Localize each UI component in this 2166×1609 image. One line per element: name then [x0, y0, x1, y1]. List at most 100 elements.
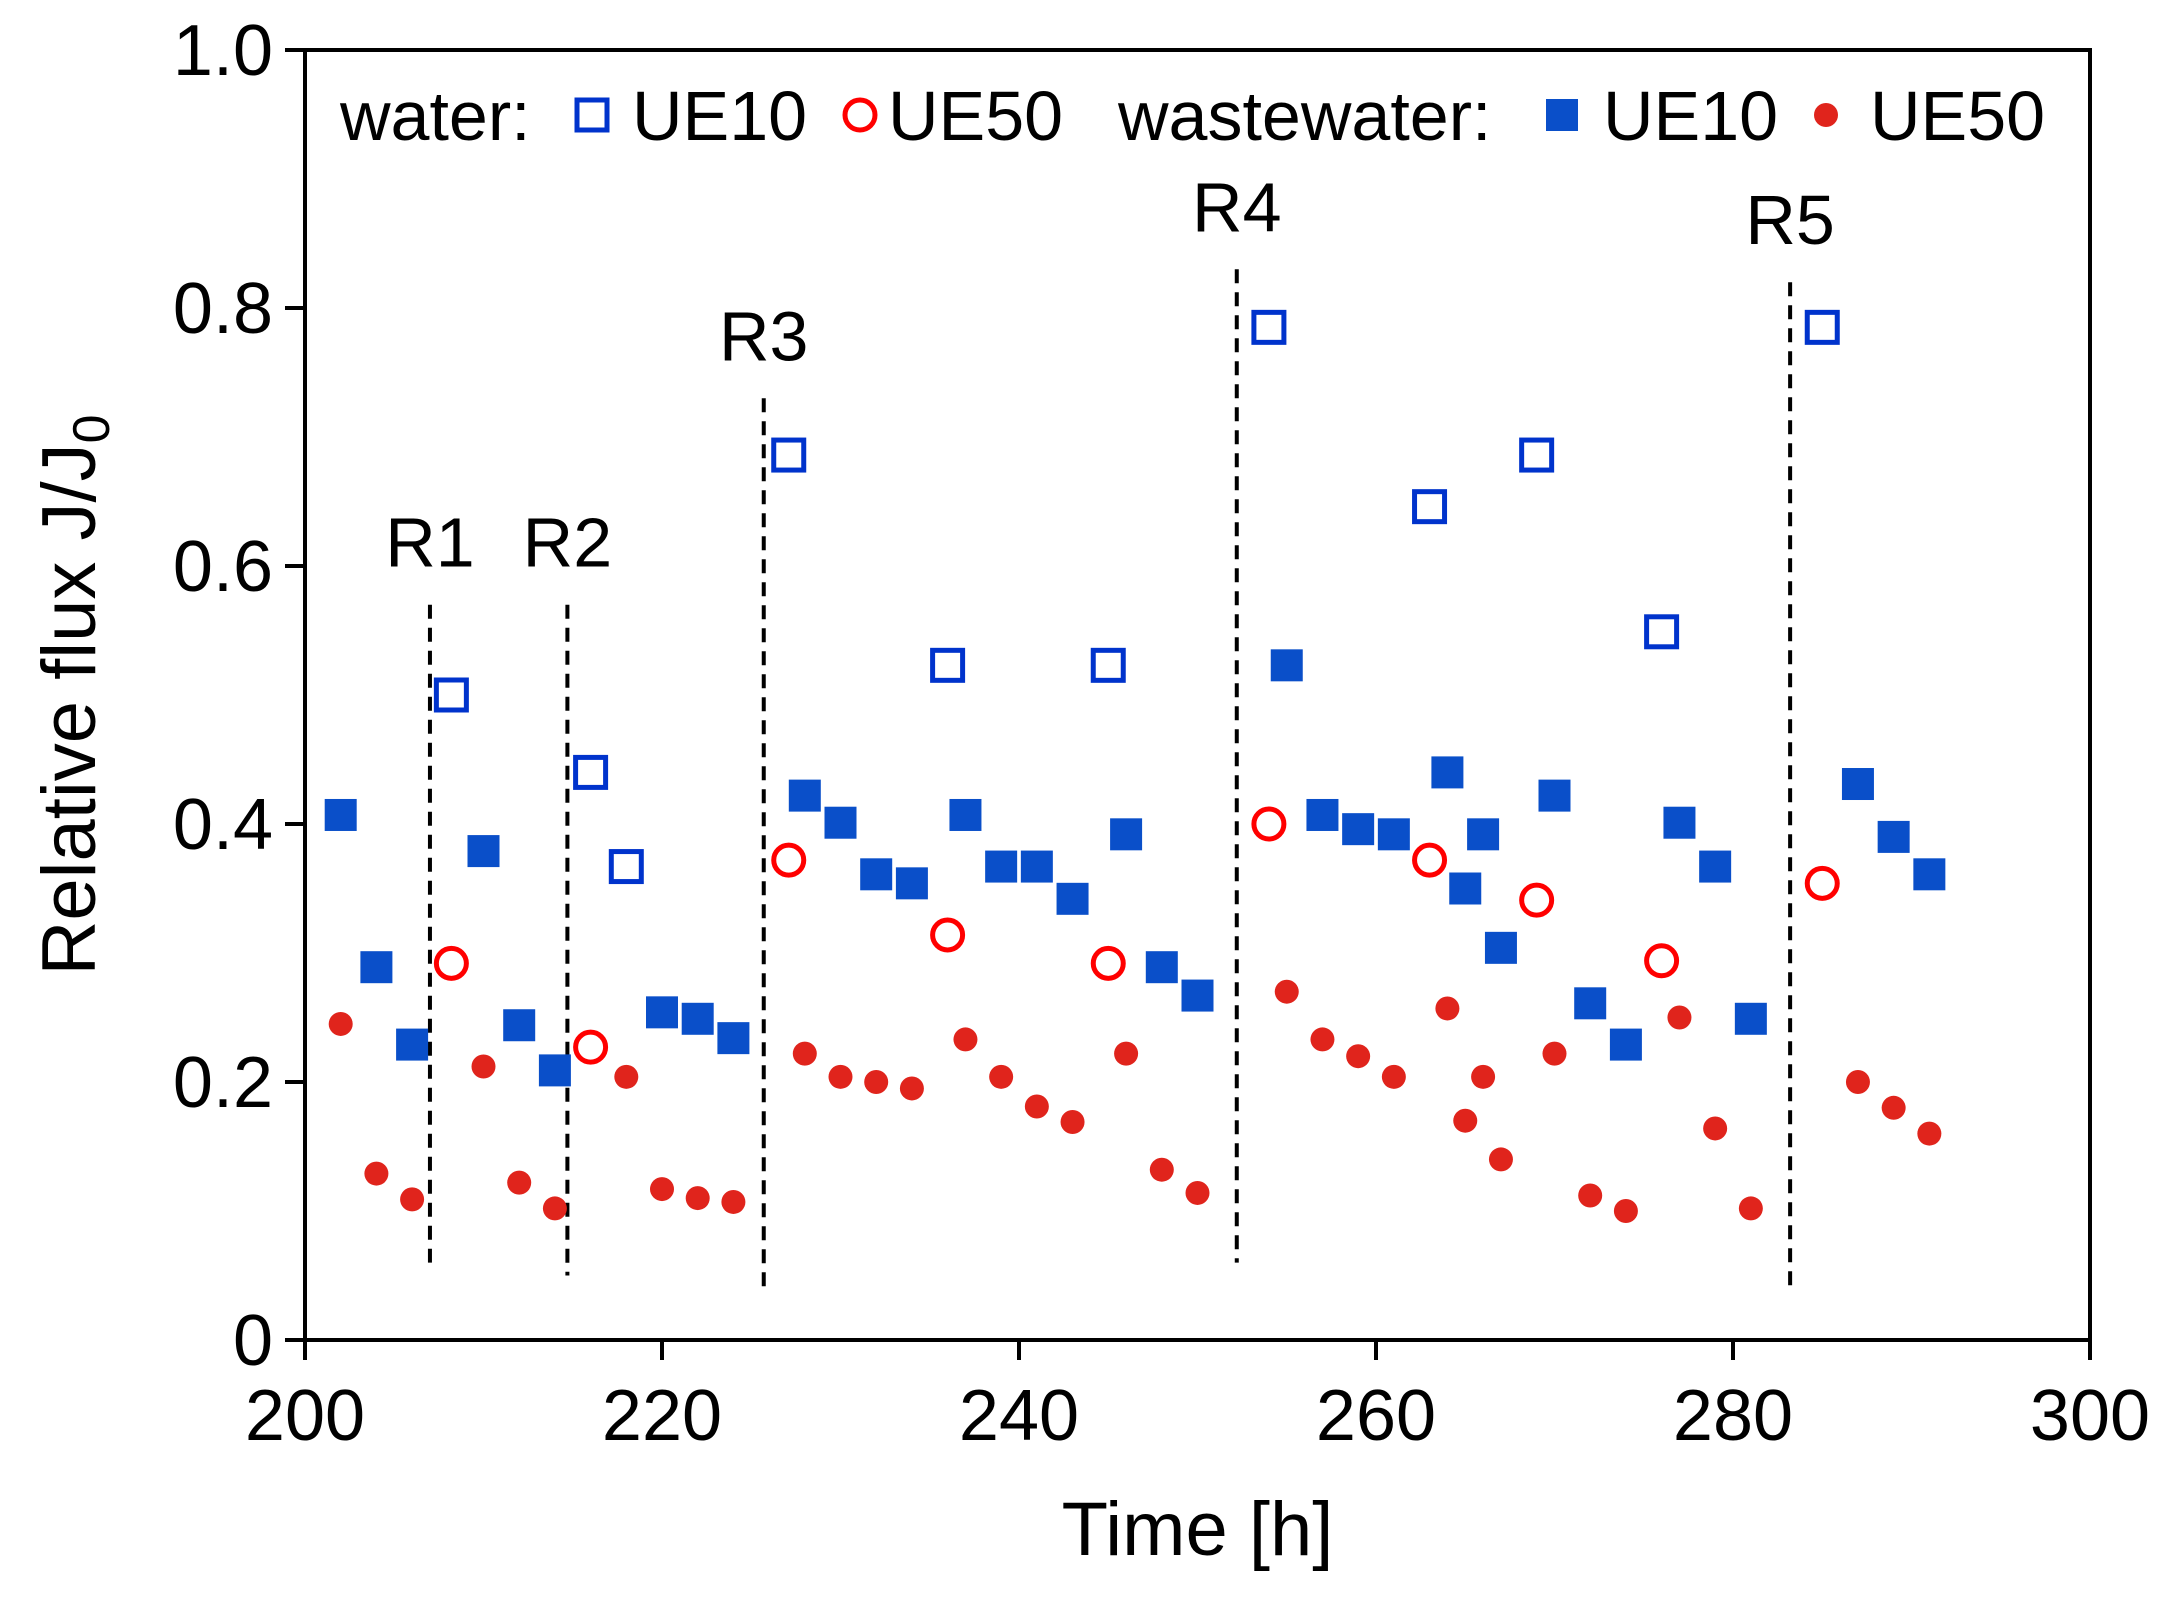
data-point — [1609, 1028, 1642, 1061]
data-point — [467, 835, 500, 868]
data-point — [930, 917, 966, 953]
data-point — [573, 754, 609, 790]
data-point — [433, 677, 469, 713]
legend-entry-wastewater-ue50: UE50 — [1814, 77, 2045, 155]
data-point — [1181, 979, 1214, 1012]
data-point — [1435, 996, 1460, 1021]
data-point — [1020, 850, 1053, 883]
data-point — [681, 1002, 714, 1035]
data-point — [608, 849, 644, 885]
data-point — [614, 1064, 639, 1089]
legend-marker — [1814, 103, 1838, 127]
data-point — [1060, 1109, 1085, 1134]
legend-label: UE50 — [1870, 77, 2045, 155]
data-point — [1412, 842, 1448, 878]
data-point — [573, 1029, 609, 1065]
regeneration-label-r2: R2 — [523, 504, 612, 582]
data-point — [1090, 945, 1126, 981]
data-point — [1185, 1180, 1210, 1205]
data-point — [1449, 872, 1482, 905]
data-point — [1346, 1044, 1371, 1069]
legend-entry-water-ue10: UE10 — [574, 77, 807, 155]
y-axis-label-subscript: 0 — [63, 414, 121, 443]
data-point — [1342, 813, 1375, 846]
legend-marker — [1546, 99, 1578, 131]
y-tick-label: 0 — [233, 1301, 273, 1381]
regeneration-label-r1: R1 — [385, 504, 474, 582]
data-point — [792, 1041, 817, 1066]
data-point — [1412, 489, 1448, 525]
data-point — [1431, 756, 1464, 789]
data-point — [828, 1064, 853, 1089]
data-point — [1917, 1121, 1942, 1146]
data-point — [824, 806, 857, 839]
data-point — [1306, 798, 1339, 831]
data-point — [1804, 865, 1840, 901]
data-point — [1251, 309, 1287, 345]
legend-group-water: water: — [339, 77, 531, 155]
data-point — [503, 1009, 536, 1042]
data-point — [1377, 818, 1410, 851]
data-point — [396, 1028, 429, 1061]
x-tick-label: 300 — [2030, 1376, 2150, 1456]
data-point — [1484, 931, 1517, 964]
data-point — [1913, 858, 1946, 891]
data-point — [685, 1186, 710, 1211]
data-point — [1644, 614, 1680, 650]
data-point — [1574, 987, 1607, 1020]
data-point — [1274, 979, 1299, 1004]
data-point — [1488, 1147, 1513, 1172]
data-point — [864, 1070, 889, 1094]
x-tick-label: 240 — [959, 1376, 1079, 1456]
data-point — [1453, 1108, 1478, 1133]
y-tick-label: 0.8 — [173, 269, 273, 349]
y-axis-label-main: Relative flux J/J — [27, 443, 112, 975]
data-point — [400, 1187, 425, 1212]
x-tick-label: 220 — [602, 1376, 722, 1456]
data-point — [1024, 1094, 1049, 1119]
data-point — [930, 647, 966, 683]
data-point — [1251, 806, 1287, 842]
y-axis: 0 0.2 0.4 0.6 0.8 1.0 — [173, 11, 305, 1381]
data-point — [1381, 1064, 1406, 1089]
data-point — [1270, 649, 1303, 682]
legend-entry-water-ue50: UE50 — [842, 77, 1063, 155]
data-point — [364, 1161, 389, 1186]
legend-marker — [842, 97, 878, 133]
data-point — [471, 1054, 496, 1079]
data-points — [324, 309, 1946, 1223]
data-point — [1145, 951, 1178, 984]
legend-entry-wastewater-ue10: UE10 — [1546, 77, 1778, 155]
legend: water: wastewater: UE10 UE50 UE10 UE50 — [339, 77, 2045, 155]
regeneration-lines: R1 R2 R3 R4 R5 — [385, 168, 1835, 1289]
legend-label: UE50 — [888, 77, 1063, 155]
data-point — [507, 1170, 532, 1195]
data-point — [1877, 820, 1910, 853]
data-point — [1667, 1005, 1692, 1030]
data-point — [721, 1189, 746, 1214]
data-point — [1578, 1183, 1603, 1208]
data-point — [1804, 309, 1840, 345]
data-point — [328, 1011, 353, 1036]
data-point — [1519, 437, 1555, 473]
data-point — [538, 1054, 571, 1087]
data-point — [985, 850, 1018, 883]
x-tick-label: 200 — [245, 1376, 365, 1456]
data-point — [1110, 818, 1143, 851]
data-point — [1663, 806, 1696, 839]
legend-marker — [574, 97, 610, 133]
data-point — [1538, 779, 1571, 812]
y-tick-label: 1.0 — [173, 11, 273, 91]
data-point — [1613, 1199, 1638, 1223]
data-point — [771, 842, 807, 878]
data-point — [650, 1177, 674, 1202]
data-point — [949, 798, 982, 831]
data-point — [788, 779, 821, 812]
data-point — [953, 1027, 978, 1052]
plot-frame — [303, 48, 2092, 1342]
x-tick-label: 280 — [1673, 1376, 1793, 1456]
data-point — [1699, 850, 1732, 883]
y-tick-label: 0.2 — [173, 1043, 273, 1123]
data-point — [1703, 1116, 1728, 1141]
